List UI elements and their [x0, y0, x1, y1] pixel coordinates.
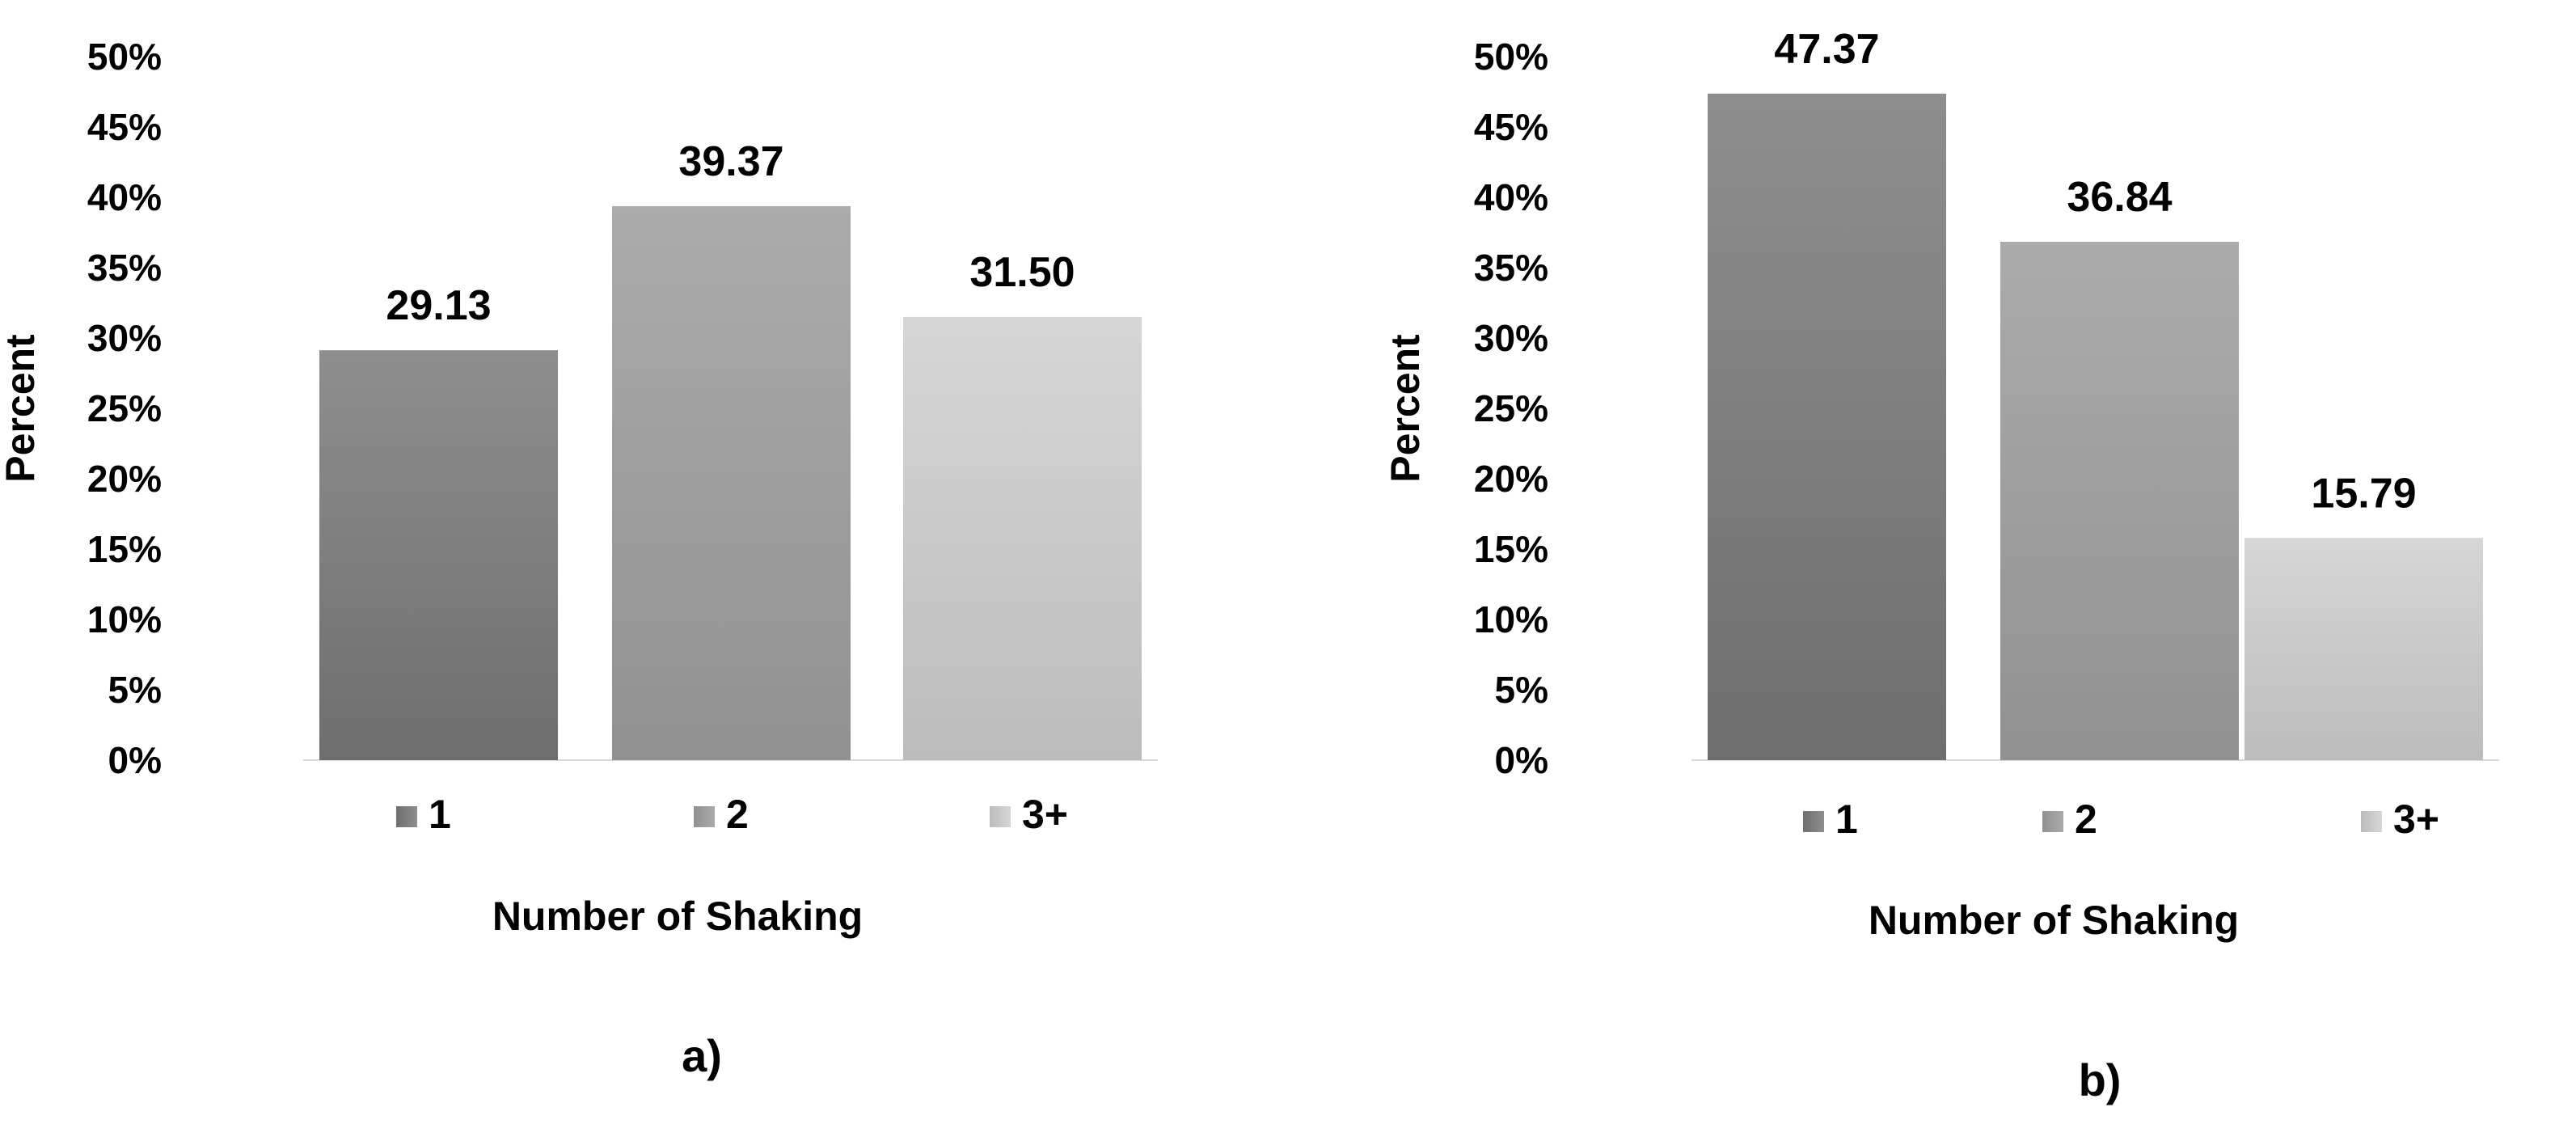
y-tick-label: 25% [87, 387, 162, 429]
y-tick-label: 0% [108, 739, 162, 781]
y-tick-label: 35% [87, 247, 162, 289]
legend-swatch-1 [1803, 811, 1824, 832]
legend-swatch-2 [2042, 811, 2063, 832]
bar-1 [319, 350, 558, 760]
data-label: 39.37 [678, 138, 783, 185]
y-tick-label: 40% [87, 176, 162, 218]
data-label: 15.79 [2311, 470, 2416, 517]
legend-label: 1 [429, 792, 451, 837]
y-tick-label: 50% [87, 36, 162, 78]
data-label: 47.37 [1774, 26, 1879, 73]
data-label: 31.50 [969, 249, 1075, 296]
y-tick-label: 5% [108, 669, 162, 711]
legend-swatch-3 [2361, 811, 2382, 832]
legend-label: 3+ [2393, 797, 2439, 842]
y-tick-label: 35% [1474, 247, 1548, 289]
y-axis-title: Percent [0, 334, 43, 483]
bar-2 [612, 205, 851, 760]
y-tick-label: 45% [1474, 106, 1548, 148]
y-tick-label: 40% [1474, 176, 1548, 218]
legend-swatch-1 [396, 806, 417, 827]
y-tick-label: 15% [87, 528, 162, 570]
legend-swatch-3 [990, 806, 1011, 827]
y-tick-label: 20% [87, 458, 162, 500]
bar-3 [2244, 538, 2483, 760]
chart-panel-b: 0% 5% 10% 15% 20% 25% 30% 35% 40% 45% 50% Percent 47… [1383, 26, 2499, 1105]
x-axis-title: Number of Shaking [1869, 898, 2239, 943]
legend-label: 1 [1835, 797, 1858, 842]
y-tick-label: 30% [1474, 317, 1548, 359]
y-tick-label: 15% [1474, 528, 1548, 570]
y-tick-label: 10% [1474, 598, 1548, 640]
y-tick-label: 5% [1495, 669, 1548, 711]
y-tick-label: 10% [87, 598, 162, 640]
y-tick-label: 30% [87, 317, 162, 359]
y-tick-label: 45% [87, 106, 162, 148]
y-tick-label: 25% [1474, 387, 1548, 429]
legend-label: 2 [726, 792, 749, 837]
data-label: 36.84 [2067, 174, 2172, 221]
panel-label: b) [2079, 1054, 2122, 1105]
data-label: 29.13 [386, 282, 491, 329]
y-tick-label: 50% [1474, 36, 1548, 78]
panel-label: a) [682, 1030, 722, 1081]
y-axis-title: Percent [1383, 334, 1428, 483]
legend-label: 3+ [1022, 792, 1068, 837]
bar-2 [2000, 241, 2239, 760]
legend-label: 2 [2075, 797, 2097, 842]
bar-3 [903, 316, 1142, 760]
x-axis-title: Number of Shaking [492, 894, 863, 939]
y-tick-label: 0% [1495, 739, 1548, 781]
y-tick-label: 20% [1474, 458, 1548, 500]
legend-swatch-2 [694, 806, 715, 827]
bar-1 [1708, 93, 1946, 760]
chart-panel-a: 0% 5% 10% 15% 20% 25% 30% 35% 40% 45% 50% Percent 29… [0, 36, 1158, 1081]
